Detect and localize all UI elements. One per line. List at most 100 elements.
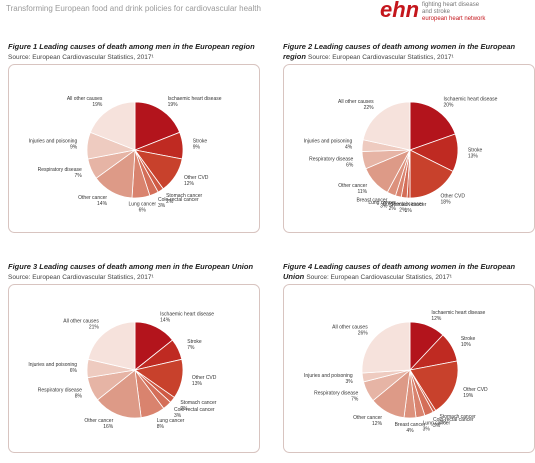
pie-slice bbox=[134, 101, 181, 151]
slice-value: 19% bbox=[168, 102, 179, 108]
slice-label: Other cancer bbox=[338, 183, 367, 189]
slice-label: Colo-rectal cancer bbox=[174, 407, 215, 413]
pie-chart: Ischaemic heart disease12%Stroke10%Other… bbox=[283, 284, 535, 453]
slice-label: Stroke bbox=[193, 139, 208, 145]
slice-value: 4% bbox=[406, 428, 414, 434]
slice-label: Colo-rectal cancer bbox=[158, 197, 199, 203]
slice-label: Other cancer bbox=[353, 415, 382, 421]
slice-label: Other CVD bbox=[463, 387, 488, 393]
pie-slice bbox=[409, 149, 454, 199]
slice-label: All other causes bbox=[332, 324, 368, 330]
slice-value: 6% bbox=[346, 162, 354, 168]
chart-title: Figure 4 Leading causes of death among w… bbox=[283, 262, 535, 284]
slice-label: Injuries and poisoning bbox=[304, 139, 353, 145]
slice-value: 3% bbox=[174, 413, 182, 419]
slice-value: 3% bbox=[158, 203, 166, 209]
slice-label: Ischaemic heart disease bbox=[160, 312, 214, 318]
logo-mark: ehn bbox=[380, 0, 420, 22]
chart: Figure 4 Leading causes of death among w… bbox=[283, 262, 535, 459]
slice-value: 8% bbox=[75, 393, 83, 399]
chart: Figure 1 Leading causes of death among m… bbox=[8, 42, 260, 239]
slice-label: Lung cancer bbox=[129, 202, 157, 208]
slice-value: 1% bbox=[405, 208, 413, 214]
slice-value: 6% bbox=[70, 368, 78, 374]
slice-value: 1% bbox=[440, 420, 448, 426]
slice-value: 19% bbox=[463, 393, 474, 399]
slice-label: Other CVD bbox=[441, 193, 466, 199]
slice-value: 14% bbox=[97, 201, 108, 207]
slice-value: 12% bbox=[372, 421, 383, 427]
figure-source: Source: European Cardiovascular Statisti… bbox=[306, 274, 452, 281]
slice-value: 2% bbox=[399, 208, 407, 214]
header-title: Transforming European food and drink pol… bbox=[6, 4, 261, 13]
tagline: and stroke bbox=[422, 9, 451, 15]
slice-label: All other causes bbox=[338, 99, 374, 105]
slice-label: Colo-rectal cancer bbox=[383, 202, 424, 208]
slice-value: 2% bbox=[180, 406, 188, 412]
figure-source: Source: European Cardiovascular Statisti… bbox=[8, 54, 154, 61]
slice-value: 9% bbox=[193, 145, 201, 151]
chart-title: Figure 3 Leading causes of death among m… bbox=[8, 262, 260, 284]
figure-source: Source: European Cardiovascular Statisti… bbox=[308, 54, 454, 61]
slice-label: Ischaemic heart disease bbox=[444, 97, 498, 103]
pie-slice bbox=[96, 369, 142, 419]
figure-source: Source: European Cardiovascular Statisti… bbox=[8, 274, 154, 281]
pie-slice bbox=[87, 321, 136, 371]
slice-value: 12% bbox=[431, 316, 442, 322]
slice-label: Breast cancer bbox=[395, 422, 426, 428]
slice-label: Stroke bbox=[187, 339, 202, 345]
slice-label: Stroke bbox=[468, 148, 483, 154]
slice-value: 7% bbox=[187, 345, 195, 351]
logo: ehn fighting heart disease and stroke eu… bbox=[370, 0, 530, 24]
slice-value: 19% bbox=[92, 102, 103, 108]
slice-value: 13% bbox=[468, 154, 479, 160]
slice-label: All other causes bbox=[63, 319, 99, 325]
slice-label: Ischaemic heart disease bbox=[168, 96, 222, 102]
slice-label: Stomach cancer bbox=[180, 400, 216, 406]
chart: Figure 2 Leading causes of death among w… bbox=[283, 42, 535, 239]
slice-value: 20% bbox=[444, 103, 455, 109]
tagline: fighting heart disease bbox=[422, 2, 480, 8]
pie-slice bbox=[89, 101, 136, 151]
slice-value: 3% bbox=[380, 203, 388, 209]
pie-slice bbox=[361, 321, 411, 374]
chart-title: Figure 2 Leading causes of death among w… bbox=[283, 42, 535, 64]
slice-label: Stomach cancer bbox=[166, 193, 202, 199]
slice-label: Other cancer bbox=[84, 418, 113, 424]
slice-label: Other CVD bbox=[184, 175, 209, 181]
slice-label: Stroke bbox=[461, 336, 476, 342]
slice-label: Injuries and poisoning bbox=[28, 362, 77, 368]
slice-label: Injuries and poisoning bbox=[304, 373, 353, 379]
pie-slice bbox=[409, 360, 459, 412]
slice-value: 4% bbox=[345, 145, 353, 151]
slice-label: Respiratory disease bbox=[38, 167, 82, 173]
chart: Figure 3 Leading causes of death among m… bbox=[8, 262, 260, 459]
pie-chart: Ischaemic heart disease19%Stroke9%Other … bbox=[8, 64, 260, 233]
slice-value: 18% bbox=[441, 199, 452, 205]
slice-label: Colo-rectal cancer bbox=[433, 417, 474, 423]
slice-value: 3% bbox=[345, 379, 353, 385]
pie-slice bbox=[362, 101, 411, 151]
chart-title: Figure 1 Leading causes of death among m… bbox=[8, 42, 260, 64]
slice-value: 13% bbox=[192, 381, 203, 387]
slice-value: 8% bbox=[157, 424, 165, 430]
figure-title: Figure 4 Leading causes of death among w… bbox=[283, 262, 516, 281]
slice-value: 7% bbox=[75, 173, 83, 179]
slice-label: Lung cancer bbox=[423, 421, 451, 427]
slice-value: 2% bbox=[166, 199, 174, 205]
slice-label: Lung cancer bbox=[157, 418, 185, 424]
slice-label: Respiratory disease bbox=[314, 390, 358, 396]
slice-value: 10% bbox=[461, 342, 472, 348]
chart-frame bbox=[8, 64, 260, 233]
slice-value: 9% bbox=[70, 145, 78, 151]
slice-label: Other cancer bbox=[78, 195, 107, 201]
chart-frame bbox=[8, 284, 260, 453]
figure-title: Figure 3 Leading causes of death among m… bbox=[8, 262, 254, 271]
slice-value: 6% bbox=[139, 208, 147, 214]
network: european heart network bbox=[422, 16, 486, 22]
slice-value: 26% bbox=[358, 330, 369, 336]
slice-label: Lung cancer bbox=[368, 200, 396, 206]
slice-value: 16% bbox=[103, 424, 114, 430]
